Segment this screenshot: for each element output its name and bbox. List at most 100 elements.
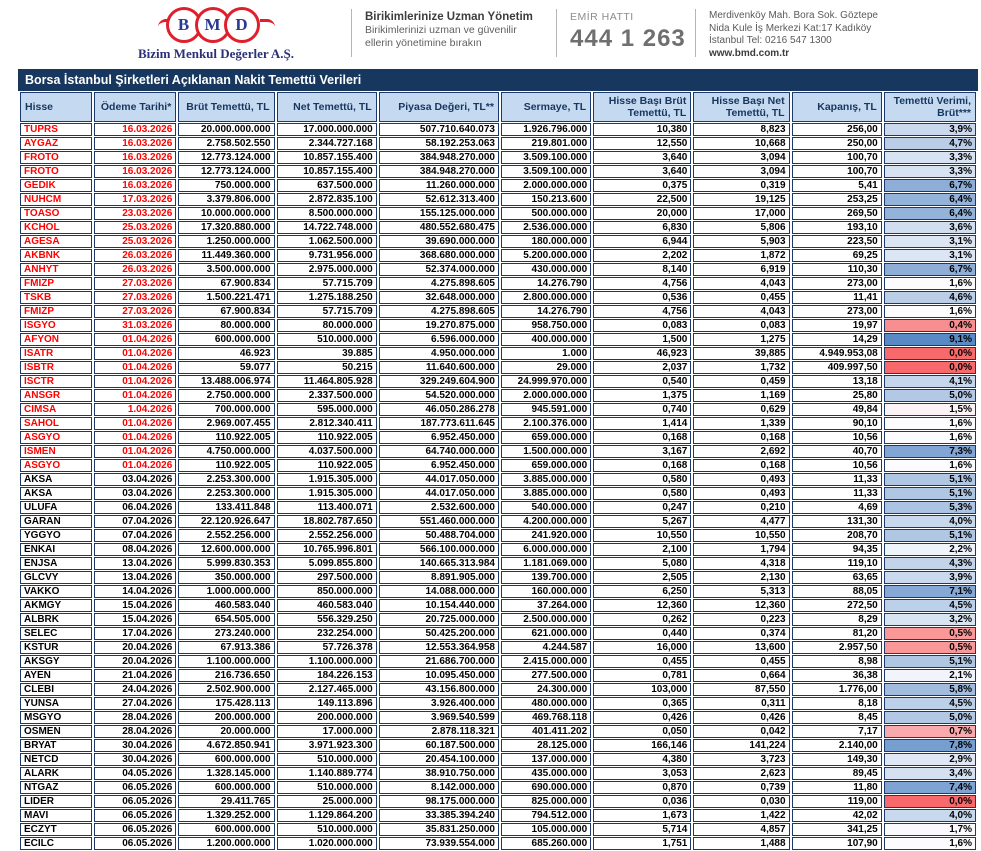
cell-net: 14.722.748.000: [276, 221, 377, 234]
cell-sermaye: 825.000.000: [500, 795, 592, 808]
cell-piyasa: 8.142.000.000: [378, 781, 499, 794]
cell-net: 25.000.000: [276, 795, 377, 808]
cell-hisse: AFYON: [20, 333, 93, 346]
cell-sermaye: 105.000.000: [500, 823, 592, 836]
table-row: GARAN 07.04.2026 22.120.926.647 18.802.787.…: [20, 515, 976, 528]
table-row: FROTO 16.03.2026 12.773.124.000 10.857.155.…: [20, 151, 976, 164]
cell-verim: 0,0%: [883, 361, 976, 374]
cell-piyasa: 54.520.000.000: [378, 389, 499, 402]
cell-hisse: TSKB: [20, 291, 93, 304]
cell-hisse: KSTUR: [20, 641, 93, 654]
cell-hb-net: 0,455: [693, 291, 790, 304]
cell-piyasa: 8.891.905.000: [378, 571, 499, 584]
cell-hb-net: 0,493: [693, 487, 790, 500]
cell-hb-brut: 4,756: [593, 277, 692, 290]
table-row: AKMGY 15.04.2026 460.583.040 460.583.040 10.…: [20, 599, 976, 612]
cell-brut: 17.320.880.000: [178, 221, 275, 234]
cell-piyasa: 2.532.600.000: [378, 501, 499, 514]
cell-verim: 1,6%: [883, 417, 976, 430]
cell-piyasa: 73.939.554.000: [378, 837, 499, 850]
cell-tarih: 23.03.2026: [94, 207, 177, 220]
bmd-logo: B M D Bizim Menkul Değerler A.Ş.: [94, 7, 338, 62]
cell-brut: 12.773.124.000: [178, 165, 275, 178]
cell-sermaye: 5.200.000.000: [500, 249, 592, 262]
cell-hisse: NTGAZ: [20, 781, 93, 794]
cell-tarih: 13.04.2026: [94, 557, 177, 570]
cell-verim: 4,6%: [883, 291, 976, 304]
cell-hb-brut: 2,037: [593, 361, 692, 374]
cell-brut: 1.250.000.000: [178, 235, 275, 248]
cell-hb-brut: 0,050: [593, 725, 692, 738]
cell-sermaye: 500.000.000: [500, 207, 592, 220]
cell-hisse: TUPRS: [20, 123, 93, 136]
cell-net: 595.000.000: [276, 403, 377, 416]
cell-tarih: 06.05.2026: [94, 795, 177, 808]
cell-piyasa: 12.553.364.958: [378, 641, 499, 654]
cell-hisse: NETCD: [20, 753, 93, 766]
cell-kapanis: 89,45: [791, 767, 882, 780]
cell-sermaye: 1.500.000.000: [500, 445, 592, 458]
cell-brut: 110.922.005: [178, 459, 275, 472]
cell-brut: 2.253.300.000: [178, 473, 275, 486]
cell-hisse: FMIZP: [20, 277, 93, 290]
cell-tarih: 31.03.2026: [94, 319, 177, 332]
dividend-table-section: Borsa İstanbul Şirketleri Açıklanan Naki…: [18, 69, 978, 851]
table-row: ECZYT 06.05.2026 600.000.000 510.000.000 35.…: [20, 823, 976, 836]
cell-net: 1.100.000.000: [276, 655, 377, 668]
cell-hb-brut: 5,267: [593, 515, 692, 528]
cell-piyasa: 10.095.450.000: [378, 669, 499, 682]
cell-hb-brut: 3,167: [593, 445, 692, 458]
cell-kapanis: 1.776,00: [791, 683, 882, 696]
logo-left-hook-icon: [157, 18, 173, 32]
cell-hb-net: 5,313: [693, 585, 790, 598]
cell-verim: 3,3%: [883, 165, 976, 178]
dividend-table: Hisse Ödeme Tarihi* Brüt Temettü, TL Net Te…: [18, 91, 978, 851]
cell-hb-brut: 0,365: [593, 697, 692, 710]
cell-kapanis: 250,00: [791, 137, 882, 150]
cell-hisse: TOASO: [20, 207, 93, 220]
table-row: ASGYO 01.04.2026 110.922.005 110.922.005 6.9…: [20, 431, 976, 444]
cell-kapanis: 40,70: [791, 445, 882, 458]
table-row: GEDIK 16.03.2026 750.000.000 637.500.000 11.…: [20, 179, 976, 192]
cell-tarih: 27.03.2026: [94, 305, 177, 318]
table-row: ISMEN 01.04.2026 4.750.000.000 4.037.500.00…: [20, 445, 976, 458]
company-name: Bizim Menkul Değerler A.Ş.: [137, 46, 295, 61]
cell-piyasa: 33.385.394.240: [378, 809, 499, 822]
table-title: Borsa İstanbul Şirketleri Açıklanan Naki…: [18, 69, 978, 91]
col-header-tarih: Ödeme Tarihi*: [94, 92, 177, 122]
cell-hb-net: 10,668: [693, 137, 790, 150]
cell-sermaye: 2.000.000.000: [500, 389, 592, 402]
cell-tarih: 14.04.2026: [94, 585, 177, 598]
cell-sermaye: 3.885.000.000: [500, 487, 592, 500]
cell-piyasa: 50.488.704.000: [378, 529, 499, 542]
cell-hb-brut: 0,036: [593, 795, 692, 808]
cell-hisse: SELEC: [20, 627, 93, 640]
cell-piyasa: 11.640.600.000: [378, 361, 499, 374]
cell-kapanis: 110,30: [791, 263, 882, 276]
report-header: B M D Bizim Menkul Değerler A.Ş. Birikim…: [0, 0, 981, 63]
cell-net: 18.802.787.650: [276, 515, 377, 528]
cell-verim: 3,1%: [883, 235, 976, 248]
cell-verim: 1,7%: [883, 823, 976, 836]
website-link[interactable]: www.bmd.com.tr: [709, 47, 790, 59]
cell-hb-net: 0,739: [693, 781, 790, 794]
cell-verim: 6,4%: [883, 207, 976, 220]
cell-tarih: 04.05.2026: [94, 767, 177, 780]
cell-sermaye: 277.500.000: [500, 669, 592, 682]
cell-hb-net: 1,339: [693, 417, 790, 430]
cell-kapanis: 13,18: [791, 375, 882, 388]
cell-hb-net: 0,210: [693, 501, 790, 514]
cell-verim: 1,6%: [883, 459, 976, 472]
cell-net: 232.254.000: [276, 627, 377, 640]
cell-brut: 20.000.000: [178, 725, 275, 738]
cell-kapanis: 10,56: [791, 459, 882, 472]
col-header-hb-net: Hisse Başı Net Temettü, TL: [693, 92, 790, 122]
cell-net: 5.099.855.800: [276, 557, 377, 570]
cell-hisse: YUNSA: [20, 697, 93, 710]
cell-tarih: 07.04.2026: [94, 529, 177, 542]
cell-net: 184.226.153: [276, 669, 377, 682]
cell-sermaye: 241.920.000: [500, 529, 592, 542]
cell-tarih: 07.04.2026: [94, 515, 177, 528]
cell-tarih: 30.04.2026: [94, 739, 177, 752]
address-line-1: Merdivenköy Mah. Bora Sok. Göztepe: [709, 10, 878, 21]
